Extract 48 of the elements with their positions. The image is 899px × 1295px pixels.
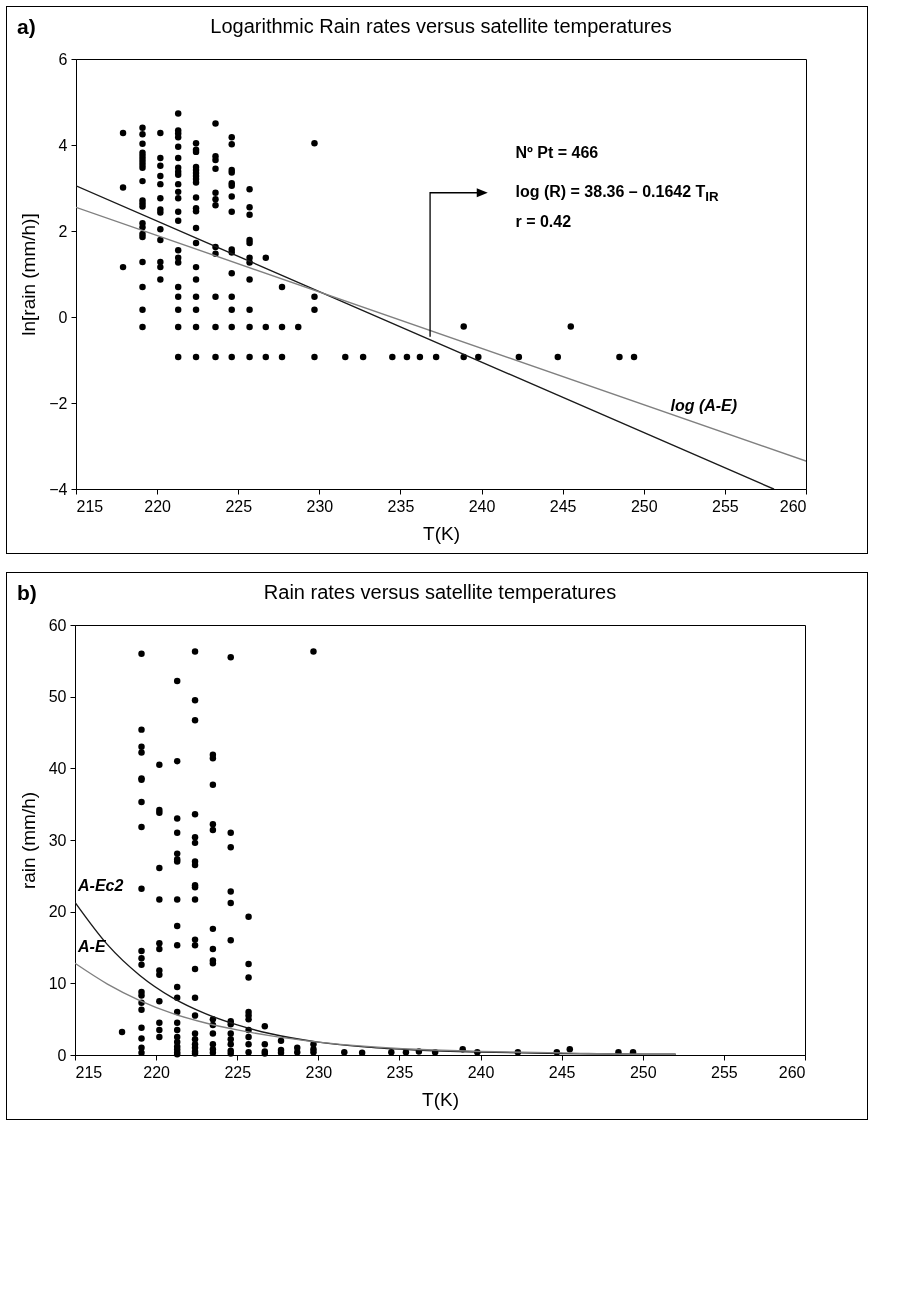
x-tick-label: 220	[143, 1063, 171, 1081]
x-tick-label: 260	[779, 497, 807, 515]
series-label: log (A-E)	[670, 396, 738, 414]
y-tick-label: 4	[58, 136, 68, 154]
y-tick-label: 10	[48, 974, 67, 992]
x-tick-label: 245	[548, 1063, 576, 1081]
text: b)	[17, 581, 37, 605]
y-axis-title: ln[rain (mm/h)]	[18, 213, 40, 336]
y-tick-label: 0	[58, 308, 68, 326]
y-tick-label: 30	[48, 831, 67, 849]
x-tick-label: 215	[75, 1063, 103, 1081]
x-axis-title: T(K)	[422, 1088, 459, 1110]
y-tick-label: 50	[48, 688, 67, 706]
chart-title: Rain rates versus satellite temperatures	[263, 581, 617, 603]
annotation: r = 0.42	[515, 212, 572, 231]
y-tick-label: −2	[49, 394, 68, 412]
annotation: log (R) = 38.36 – 0.1642 T$_{IR}$	[515, 183, 719, 205]
x-tick-label: 240	[467, 1063, 495, 1081]
x-tick-label: 255	[711, 1063, 738, 1081]
chart-title: Logarithmic Rain rates versus satellite temperatures	[210, 15, 672, 37]
x-tick-label: 250	[629, 1063, 657, 1081]
annotation: Nº Pt = 466	[515, 144, 599, 163]
x-tick-label: 235	[387, 497, 415, 515]
x-tick-label: 230	[305, 1063, 333, 1081]
y-axis-title: rain (mm/h)	[17, 791, 39, 890]
x-axis-title: T(K)	[423, 522, 460, 544]
x-tick-label: 225	[225, 497, 253, 515]
line-series	[75, 962, 676, 1055]
text: a)	[17, 15, 36, 39]
y-tick-label: 60	[48, 616, 67, 634]
x-tick-label: 240	[468, 497, 496, 515]
series-label: A-Ec2	[77, 877, 124, 895]
x-tick-label: 250	[630, 497, 658, 515]
x-tick-label: 220	[144, 497, 172, 515]
x-tick-label: 260	[778, 1063, 806, 1081]
series-label: A-E	[77, 938, 107, 956]
x-tick-label: 230	[306, 497, 334, 515]
x-tick-label: 255	[712, 497, 739, 515]
x-tick-label: 235	[386, 1063, 414, 1081]
x-tick-label: 225	[224, 1063, 252, 1081]
y-tick-label: 6	[58, 50, 68, 68]
x-tick-label: 215	[76, 497, 104, 515]
y-tick-label: 2	[58, 222, 68, 240]
y-tick-label: 20	[48, 903, 67, 921]
y-tick-label: 40	[48, 759, 67, 777]
x-tick-label: 245	[549, 497, 577, 515]
y-tick-label: 0	[57, 1046, 67, 1064]
y-tick-label: −4	[49, 480, 68, 498]
